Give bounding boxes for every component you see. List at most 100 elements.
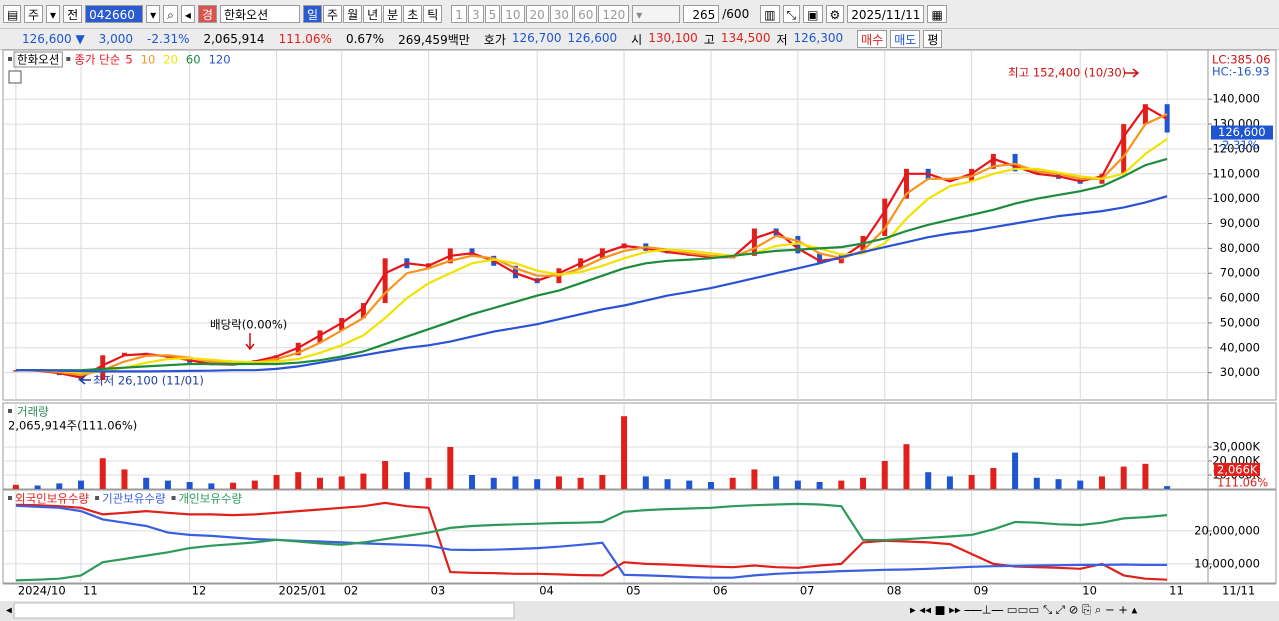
volume-bar [316,477,323,489]
dropdown[interactable]: ▾ [46,5,61,23]
y-tick-label: 70,000 [1220,266,1260,280]
legend-marker [8,496,12,500]
arrow [1125,68,1140,78]
order-book: 호가 126,700 126,600 [484,31,617,48]
order-button[interactable]: 매수 [857,30,888,48]
candle [751,228,757,256]
scroll-left[interactable]: ◂ [6,603,12,617]
candle [795,235,801,254]
volume-title: 거래량 [17,405,49,419]
volume-bar [490,477,497,489]
step-button[interactable]: 20 [525,5,549,23]
legend-item: 기관보유수량 [102,492,166,506]
volume-bar [273,475,280,489]
menu-icon[interactable]: ▤ [3,5,21,23]
volume-bar [1098,476,1105,489]
candle [295,342,301,356]
y-tick-label: 60,000 [1220,291,1260,305]
count[interactable]: 265 [683,5,720,23]
step-button[interactable]: 5 [484,5,501,23]
volume-bar [686,480,693,489]
save[interactable]: ▣ [803,5,823,23]
volume-bar [447,447,454,489]
interval-button[interactable]: 분 [383,5,403,23]
calendar[interactable]: ▦ [927,5,947,23]
volume-bar [773,476,780,489]
volume-bar [121,469,128,489]
step-button[interactable]: 10 [501,5,525,23]
legend-item: 120 [209,53,231,67]
step-button[interactable]: 60 [574,5,598,23]
date-input[interactable]: 2025/11/11 [847,5,925,23]
tool[interactable]: ⤡ [782,5,801,23]
volume-bar [164,480,171,489]
candle [339,317,345,331]
chart-type[interactable]: ▥ [760,5,780,23]
step-button[interactable]: 120 [598,5,630,23]
bid: 126,600 [567,30,618,45]
ma-line [15,138,1168,374]
y-tick-label: 140,000 [1212,92,1260,106]
legend-item: 60 [186,53,201,67]
dropdown[interactable]: ▾ [146,5,161,23]
playback-controls[interactable]: ▸ ◂◂ ■ ▸▸ ⎯⎯⎯⊥⎯⎯ ▭▭▭ ⤡ ⤢ ⊘ ⎘ ⌕ − + ▴ [910,603,1138,617]
legend-marker [8,409,12,413]
last-price-label: 126,600 [1218,125,1266,139]
volume-bar [816,482,823,489]
volume-bar [968,475,975,489]
step-button[interactable]: 30 [549,5,574,23]
code-input[interactable]: 042660 [85,5,144,23]
volume-bar [230,482,237,489]
candle [1121,124,1127,174]
interval-button[interactable]: 년 [363,5,383,23]
high: 134,500 [720,30,771,45]
volume-bar [425,477,432,489]
candle [382,258,388,304]
price: 126,600 ▼ [22,32,85,46]
candle [882,198,888,236]
interval-button[interactable]: 일 [302,5,323,23]
dropdown[interactable]: ▾ [632,5,681,23]
interval-button[interactable]: 틱 [423,5,443,23]
ma-line [15,195,1168,373]
mode[interactable]: 전 [63,5,83,23]
interval-button[interactable]: 월 [343,5,363,23]
speaker[interactable]: ◂ [180,5,195,23]
candle [274,355,280,361]
step-button[interactable]: 1 [451,5,467,23]
low-label: 저 [776,32,788,47]
volume-last-ratio: 111.06% [1217,476,1268,490]
interval-button[interactable]: 초 [403,5,423,23]
legend-item: 외국인보유수량 [15,492,89,506]
interval-button[interactable]: 주 [323,5,343,23]
y-tick-label: 20,000,000 [1194,523,1260,537]
candle [947,178,953,182]
y-tick-label: 50,000 [1220,315,1260,329]
step-button[interactable]: 3 [467,5,484,23]
search[interactable]: ⌕ [163,5,178,23]
y-tick-label: 30,000 [1220,365,1260,379]
scroll-track[interactable] [13,602,515,619]
volume-bar [794,480,801,489]
x-tick-label: 2024/10 [18,584,66,598]
volume-bar [338,476,345,489]
period-type[interactable]: 주 [24,5,44,23]
volume-bar [881,461,888,489]
candle [121,352,127,356]
grid-icon [8,70,22,84]
price-value: 126,600 [22,32,72,46]
y-tick-label: 100,000 [1212,191,1260,205]
volume-bar [903,444,910,489]
order-buttons: 매수 매도 평 [857,30,943,48]
open: 130,100 [648,30,698,45]
order-button[interactable]: 평 [923,30,943,48]
settings[interactable]: ⚙ [825,5,845,23]
volume-bar [186,482,193,489]
order-button[interactable]: 매도 [890,30,921,48]
ma-line [15,113,1168,377]
x-tick-label: 11 [83,584,98,598]
volume-bar [990,468,997,489]
